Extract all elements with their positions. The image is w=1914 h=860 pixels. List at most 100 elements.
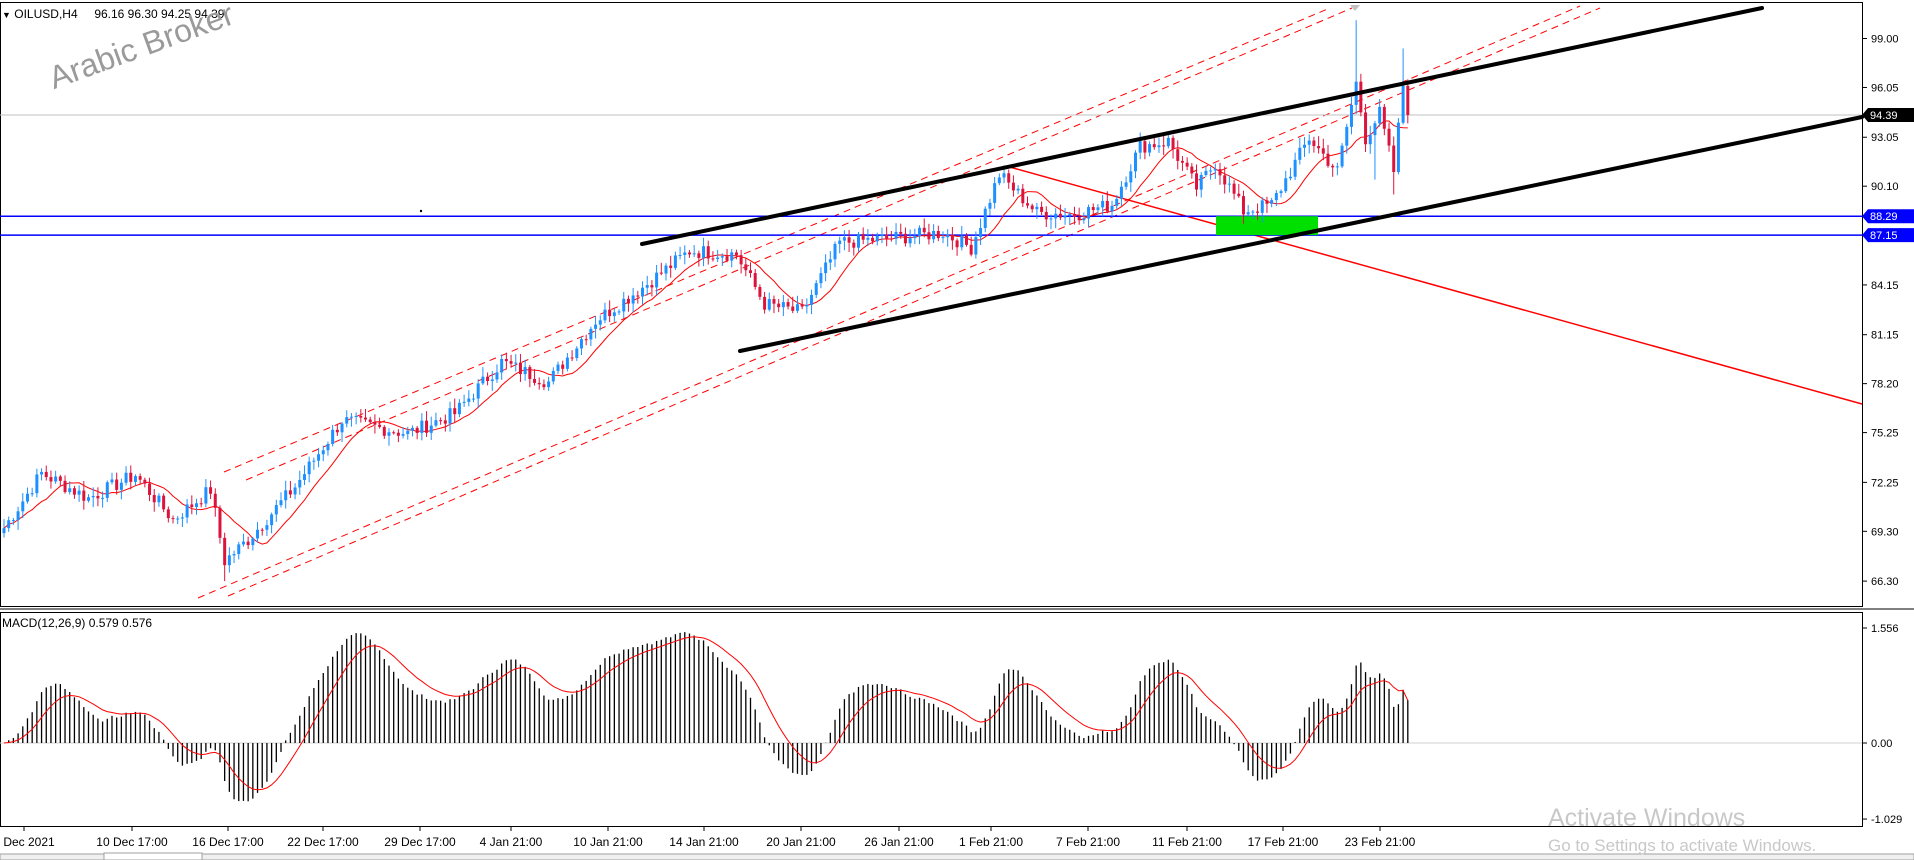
bearish-candle	[936, 231, 940, 239]
bullish-candle	[312, 460, 316, 462]
bullish-candle	[946, 234, 950, 238]
active-chart-tab[interactable]	[103, 852, 203, 860]
bearish-candle	[1256, 211, 1260, 213]
bearish-candle	[1058, 213, 1062, 218]
bearish-candle	[1223, 175, 1227, 185]
bearish-candle	[608, 309, 612, 317]
bullish-candle	[767, 299, 771, 310]
bullish-candle	[110, 479, 114, 483]
bearish-candle	[1011, 182, 1015, 191]
bearish-candle	[143, 479, 147, 484]
bullish-candle	[1340, 145, 1344, 167]
bullish-candle	[612, 312, 616, 317]
bullish-candle	[495, 372, 499, 380]
green-demand-zone[interactable]	[1216, 216, 1318, 236]
bearish-candle	[218, 507, 222, 538]
bullish-candle	[157, 495, 161, 503]
bullish-candle	[279, 500, 283, 506]
bearish-candle	[777, 303, 781, 308]
bearish-candle	[889, 238, 893, 240]
scroll-marker-icon[interactable]	[1350, 5, 1360, 11]
bullish-candle	[824, 262, 828, 274]
bullish-candle	[1335, 166, 1339, 168]
bullish-candle	[321, 450, 325, 455]
bullish-candle	[331, 429, 335, 444]
bullish-candle	[514, 362, 518, 364]
upper-trendline[interactable]	[640, 6, 1764, 246]
bullish-candle	[983, 208, 987, 228]
bearish-candle	[561, 364, 565, 369]
bullish-candle	[1227, 183, 1231, 185]
activate-windows-text: Go to Settings to activate Windows.	[1548, 836, 1817, 855]
bullish-candle	[354, 416, 358, 418]
bearish-candle	[392, 432, 396, 434]
bearish-candle	[734, 252, 738, 256]
bullish-candle	[866, 237, 870, 240]
bullish-candle	[716, 257, 720, 260]
bullish-candle	[1110, 205, 1114, 212]
bullish-candle	[87, 497, 91, 501]
bearish-candle	[509, 361, 513, 364]
bullish-candle	[894, 231, 898, 239]
bearish-candle	[49, 477, 53, 482]
bullish-candle	[598, 320, 602, 325]
chart-tabs-bar[interactable]	[0, 853, 1914, 860]
bullish-candle	[918, 227, 922, 237]
x-tick-label: 14 Jan 21:00	[669, 835, 739, 849]
bearish-candle	[749, 270, 753, 274]
lower-trendline[interactable]	[738, 115, 1864, 353]
x-tick-label: 16 Dec 17:00	[192, 835, 264, 849]
bullish-candle	[838, 240, 842, 244]
bullish-candle	[1035, 206, 1039, 210]
bearish-candle	[425, 420, 429, 433]
level-price-tag-bg	[1862, 228, 1914, 243]
bullish-candle	[913, 236, 917, 239]
y-tick-label: 72.25	[1871, 477, 1899, 489]
bullish-candle	[1087, 207, 1091, 219]
channel-upper-dashed-2	[245, 7, 1353, 481]
bullish-candle	[270, 514, 274, 526]
bullish-candle	[500, 358, 504, 373]
bullish-candle	[302, 474, 306, 480]
bullish-candle	[594, 324, 598, 329]
bullish-candle	[603, 309, 607, 321]
bullish-candle	[993, 183, 997, 203]
bullish-candle	[645, 285, 649, 288]
bearish-candle	[711, 258, 715, 260]
bullish-candle	[345, 417, 349, 424]
bullish-candle	[124, 472, 128, 483]
bearish-candle	[1072, 214, 1076, 217]
bearish-candle	[669, 265, 673, 268]
x-tick-label: 23 Feb 21:00	[1345, 835, 1416, 849]
bearish-candle	[650, 285, 654, 288]
bullish-candle	[105, 482, 109, 498]
bearish-candle	[1026, 203, 1030, 206]
bullish-candle	[1270, 200, 1274, 204]
x-tick-label: 17 Feb 21:00	[1248, 835, 1319, 849]
bullish-candle	[241, 541, 245, 545]
x-tick-label: 5 Dec 2021	[0, 835, 55, 849]
bullish-candle	[2, 528, 6, 534]
bearish-candle	[115, 479, 119, 490]
bearish-candle	[396, 432, 400, 436]
bullish-candle	[556, 364, 560, 371]
bearish-candle	[518, 362, 522, 375]
bearish-candle	[537, 382, 541, 385]
bearish-candle	[129, 472, 133, 482]
bearish-candle	[800, 304, 804, 307]
bearish-candle	[166, 509, 170, 519]
bullish-candle	[40, 471, 44, 475]
bullish-candle	[1298, 147, 1302, 160]
bullish-candle	[194, 503, 198, 507]
macd-y-tick-label: -1.029	[1871, 814, 1902, 826]
collapse-arrow-icon[interactable]: ▼	[2, 10, 11, 20]
bearish-candle	[58, 476, 62, 481]
bearish-candle	[584, 339, 588, 341]
bullish-candle	[1293, 159, 1297, 177]
bearish-candle	[1195, 173, 1199, 190]
level-price-tag: 88.29	[1870, 211, 1898, 223]
bullish-candle	[875, 235, 879, 242]
bullish-candle	[448, 408, 452, 424]
